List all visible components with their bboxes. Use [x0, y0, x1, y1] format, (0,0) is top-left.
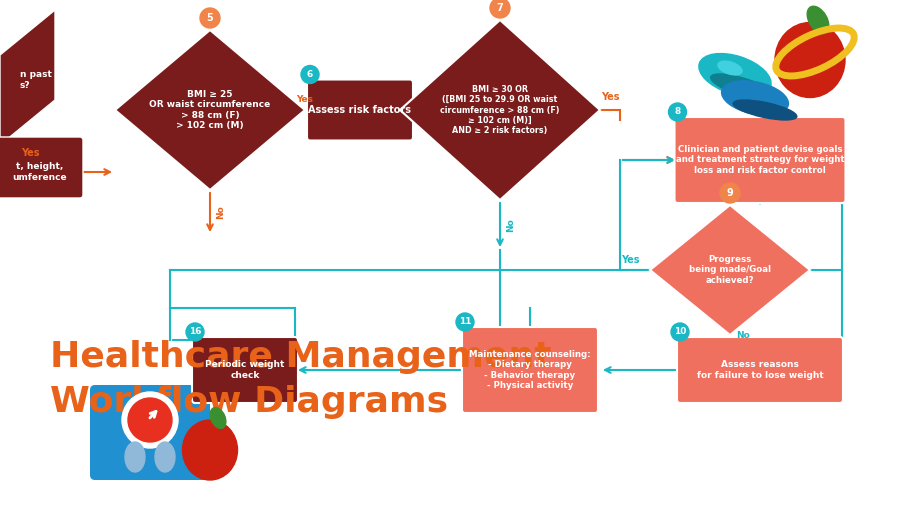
Text: No: No: [506, 218, 515, 232]
Circle shape: [456, 313, 474, 331]
Circle shape: [668, 103, 687, 121]
FancyBboxPatch shape: [90, 385, 210, 480]
Text: BMI ≥ 30 OR
([BMI 25 to 29.9 OR waist
circumference > 88 cm (F)
≥ 102 cm (M)]
AN: BMI ≥ 30 OR ([BMI 25 to 29.9 OR waist ci…: [440, 84, 560, 135]
Ellipse shape: [125, 442, 145, 472]
FancyBboxPatch shape: [462, 327, 598, 413]
Text: Yes: Yes: [600, 92, 619, 102]
Polygon shape: [0, 10, 55, 145]
Polygon shape: [115, 30, 305, 190]
Polygon shape: [400, 20, 600, 200]
FancyBboxPatch shape: [677, 337, 843, 403]
Text: 8: 8: [675, 108, 680, 116]
Circle shape: [200, 8, 220, 28]
Text: Yes: Yes: [21, 148, 39, 158]
Circle shape: [186, 323, 204, 341]
Text: n past
s?: n past s?: [20, 71, 52, 90]
Circle shape: [671, 323, 689, 341]
Text: Healthcare Management: Healthcare Management: [50, 340, 551, 374]
FancyBboxPatch shape: [307, 79, 413, 141]
Ellipse shape: [775, 23, 845, 97]
Ellipse shape: [155, 442, 175, 472]
Text: Assess risk factors: Assess risk factors: [308, 105, 412, 115]
Text: Assess reasons
for failure to lose weight: Assess reasons for failure to lose weigh…: [697, 360, 824, 380]
Text: Periodic weight
check: Periodic weight check: [205, 360, 285, 380]
Text: Workflow Diagrams: Workflow Diagrams: [50, 385, 448, 419]
Text: 6: 6: [307, 70, 313, 79]
Text: BMI ≥ 25
OR waist circumference
> 88 cm (F)
> 102 cm (M): BMI ≥ 25 OR waist circumference > 88 cm …: [150, 90, 270, 130]
Text: Yes: Yes: [621, 255, 640, 265]
Circle shape: [301, 65, 319, 83]
Circle shape: [128, 398, 172, 442]
Ellipse shape: [182, 420, 238, 480]
FancyBboxPatch shape: [0, 137, 83, 198]
Text: 5: 5: [207, 13, 213, 23]
Ellipse shape: [699, 54, 771, 96]
Ellipse shape: [210, 407, 226, 428]
Circle shape: [490, 0, 510, 18]
FancyBboxPatch shape: [675, 117, 845, 203]
Text: Progress
being made/Goal
achieved?: Progress being made/Goal achieved?: [689, 255, 771, 285]
Text: Yes: Yes: [297, 95, 314, 104]
Text: 7: 7: [497, 3, 503, 13]
Text: t, height,
umference: t, height, umference: [13, 162, 67, 182]
Text: No: No: [216, 205, 225, 219]
Text: 9: 9: [727, 188, 734, 198]
Text: No: No: [736, 331, 750, 339]
Text: Clinician and patient devise goals
and treatment strategy for weight
loss and ri: Clinician and patient devise goals and t…: [676, 145, 844, 175]
Polygon shape: [650, 205, 810, 335]
Ellipse shape: [711, 74, 779, 102]
Text: Maintenance counseling:
- Dietary therapy
- Behavior therapy
- Physical activity: Maintenance counseling: - Dietary therap…: [469, 350, 590, 390]
Circle shape: [122, 392, 178, 448]
Ellipse shape: [722, 81, 788, 115]
Ellipse shape: [718, 61, 742, 75]
FancyBboxPatch shape: [192, 337, 298, 403]
Circle shape: [720, 183, 740, 203]
Ellipse shape: [733, 100, 797, 120]
Text: 10: 10: [674, 328, 687, 336]
Text: 16: 16: [189, 328, 201, 336]
Text: 11: 11: [459, 318, 472, 327]
Ellipse shape: [807, 6, 829, 34]
